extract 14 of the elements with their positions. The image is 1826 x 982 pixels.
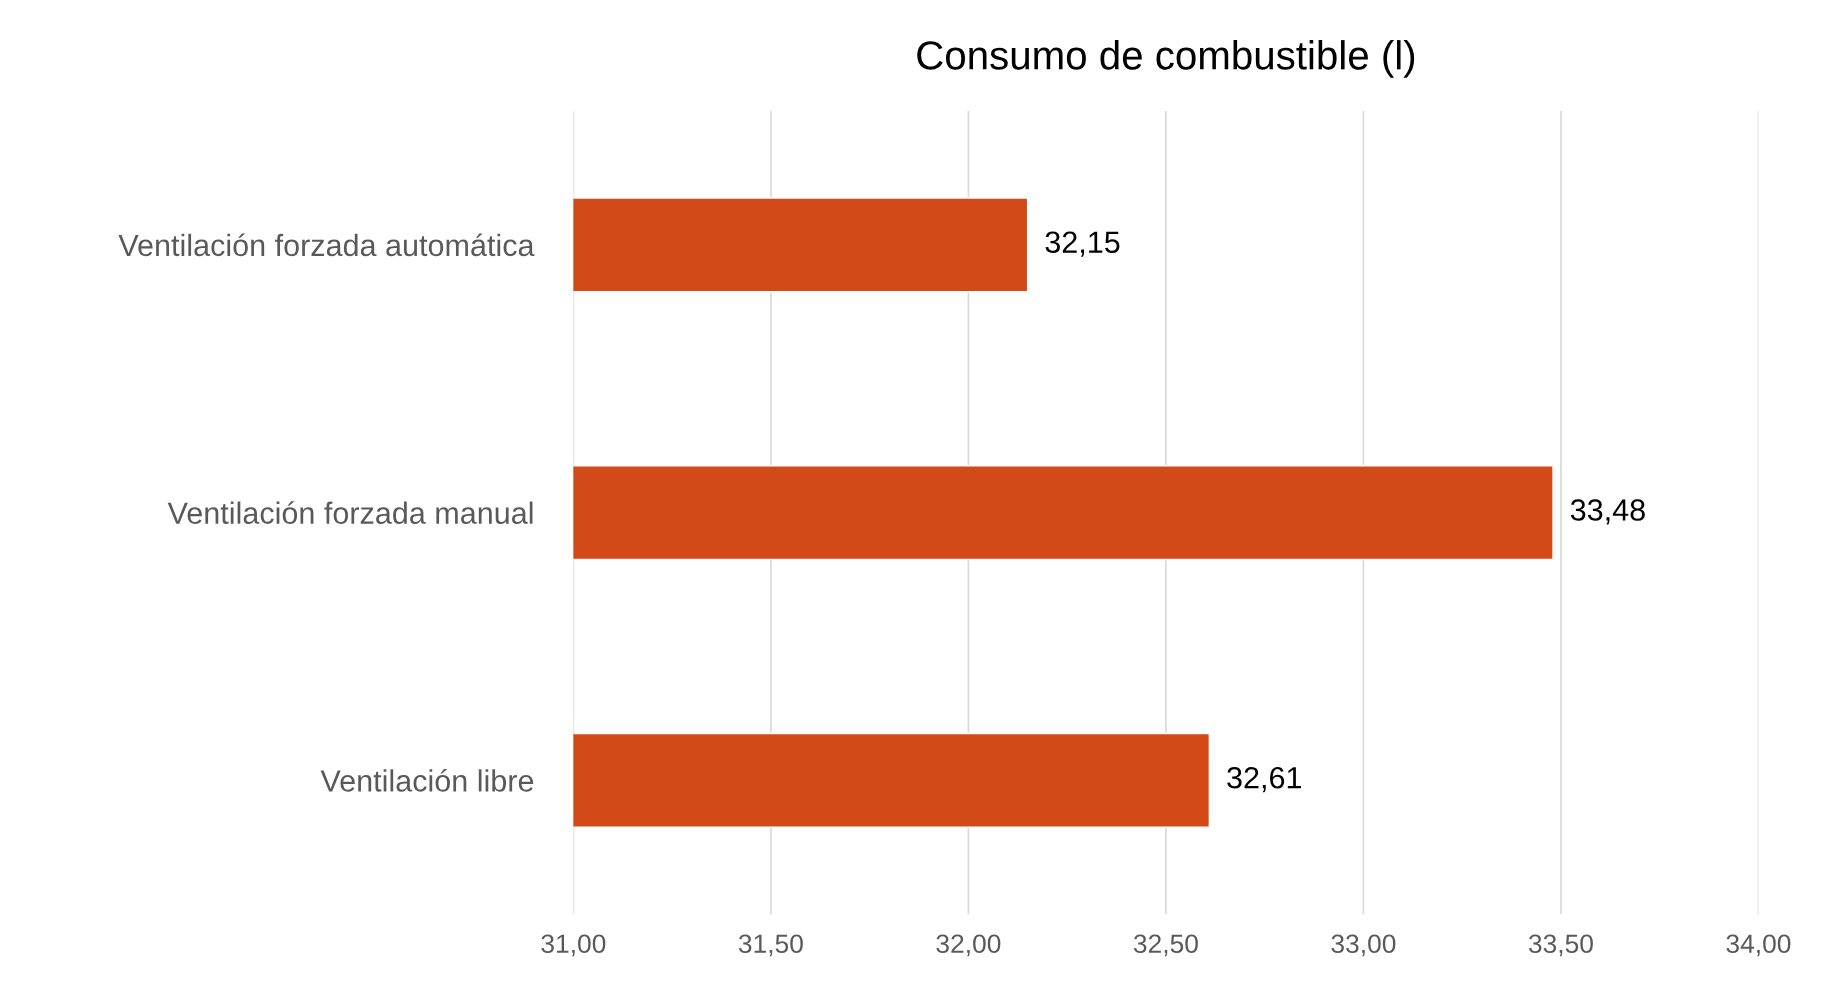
x-tick-label: 31,50	[738, 934, 803, 957]
y-tick-label: Ventilación forzada automática	[118, 233, 535, 257]
x-tick-label: 33,00	[1331, 934, 1396, 957]
x-tick-label: 32,00	[936, 934, 1001, 957]
data-label: 33,48	[1570, 499, 1645, 525]
x-tick-label: 34,00	[1726, 934, 1791, 957]
x-tick-label: 32,50	[1133, 934, 1198, 957]
x-tick-label: 31,00	[541, 934, 606, 957]
chart-title: Consumo de combustible (l)	[917, 40, 1415, 78]
x-tick-label: 33,50	[1528, 934, 1593, 957]
data-label: 32,61	[1227, 766, 1301, 793]
y-tick-label: Ventilación libre	[320, 768, 534, 792]
data-label: 32,15	[1045, 231, 1120, 257]
y-tick-label: Ventilación forzada manual	[167, 501, 533, 524]
